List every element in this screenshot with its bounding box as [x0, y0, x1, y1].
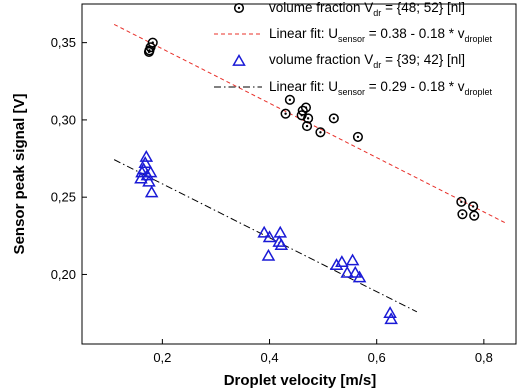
data-point-center: [306, 117, 310, 120]
data-point-circle: [300, 102, 312, 113]
data-point-circle: [315, 127, 326, 138]
data-point-circle: [457, 209, 468, 220]
data-point-triangle: [383, 306, 397, 318]
x-tick-label: 0,8: [475, 350, 493, 365]
data-point-center: [319, 131, 322, 134]
data-point-center: [461, 212, 464, 216]
data-point-triangle: [142, 174, 156, 187]
data-point-center: [304, 106, 308, 109]
data-point-circle: [301, 121, 313, 132]
x-axis-ticks: 0,2 0,4 0,6 0,8: [153, 339, 493, 365]
data-point-triangle: [261, 248, 276, 261]
data-point-circle: [469, 210, 480, 221]
x-tick-label: 0,2: [153, 350, 171, 365]
data-point-triangle: [144, 185, 159, 198]
data-point-triangle: [262, 230, 277, 243]
data-point-circle: [280, 108, 291, 119]
data-point-triangle: [384, 312, 398, 325]
data-point-circle: [352, 131, 363, 142]
y-tick-label: 0,35: [51, 35, 76, 50]
data-point-center: [332, 117, 336, 120]
data-point-center: [473, 214, 476, 217]
y-tick-label: 0,20: [51, 267, 76, 282]
data-point-center: [356, 135, 360, 139]
legend: volume fraction Vdr = {48; 52} [nl] Linea…: [214, 0, 493, 97]
data-point-center: [148, 49, 151, 52]
data-point-circle: [297, 105, 308, 116]
data-point-triangle: [136, 162, 151, 175]
fit-line: [113, 23, 506, 224]
legend-entry: Linear fit: Usensor = 0.29 - 0.18 * vdro…: [269, 79, 493, 97]
data-point-circle: [468, 201, 479, 212]
data-point-triangle: [348, 265, 363, 278]
data-point-center: [460, 200, 463, 204]
x-tick-label: 0,6: [368, 350, 386, 365]
data-point-center: [237, 6, 241, 10]
data-point-center: [288, 98, 292, 102]
fit-line: [113, 159, 418, 313]
data-point-triangle: [232, 53, 246, 66]
data-point-circle: [303, 113, 314, 124]
data-point-center: [284, 112, 287, 115]
y-axis-title: Sensor peak signal [V]: [11, 94, 28, 255]
data-point-triangle: [340, 265, 355, 278]
legend-entry: volume fraction Vdr = {48; 52} [nl]: [269, 0, 465, 18]
legend-entry: volume fraction Vdr = {39; 42} [nl]: [269, 52, 465, 70]
data-point-center: [151, 41, 154, 44]
y-tick-label: 0,30: [51, 112, 76, 127]
x-axis-title: Droplet velocity [m/s]: [224, 372, 377, 389]
data-point-triangle: [273, 225, 288, 238]
data-point-circle: [233, 2, 245, 14]
data-point-triangle: [143, 165, 158, 178]
fit-lines: [113, 23, 506, 313]
data-point-triangle: [329, 258, 344, 271]
data-point-circle: [328, 113, 339, 124]
data-point-triangle: [274, 238, 289, 250]
data-point-circle: [144, 45, 155, 56]
data-point-triangle: [335, 255, 349, 267]
y-tick-label: 0,25: [51, 190, 76, 205]
legend-entry: Linear fit: Usensor = 0.38 - 0.18 * vdro…: [269, 26, 493, 44]
y-axis-ticks: 0,20 0,25 0,30 0,35: [51, 35, 87, 282]
data-points: [134, 37, 480, 325]
data-point-triangle: [138, 156, 153, 169]
data-point-triangle: [345, 253, 360, 266]
plot-frame: [81, 3, 517, 345]
data-point-center: [471, 205, 475, 208]
data-point-triangle: [139, 149, 154, 162]
data-point-circle: [284, 94, 295, 105]
data-point-triangle: [352, 270, 367, 283]
data-point-triangle: [257, 225, 271, 238]
x-tick-label: 0,4: [260, 350, 278, 365]
data-point-center: [305, 124, 309, 128]
data-point-circle: [456, 196, 467, 207]
